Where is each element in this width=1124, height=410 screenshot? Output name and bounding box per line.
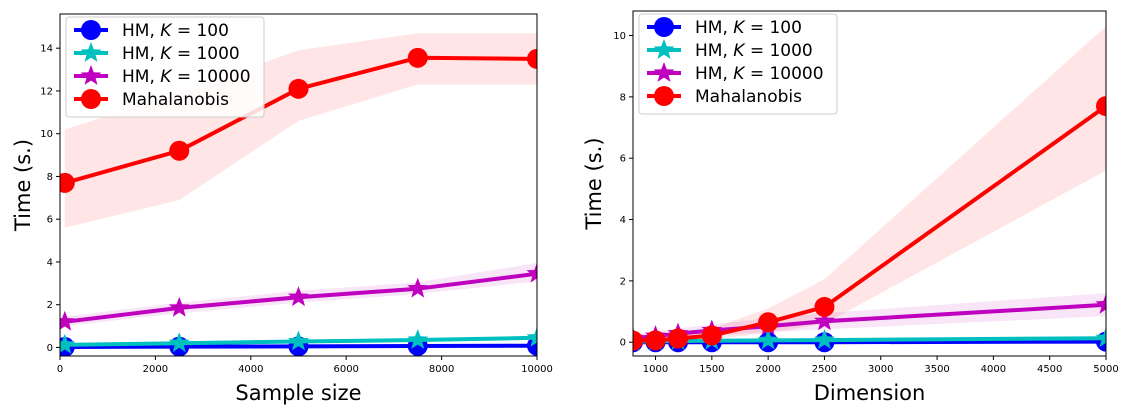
point-series-3-7: [1095, 293, 1106, 314]
point-series-3-6: [814, 310, 835, 331]
legend-label-4: Mahalanobis: [695, 87, 802, 107]
y-tick-label: 8: [620, 92, 626, 103]
axes-frame: [632, 10, 1107, 357]
y-tick-label: 6: [47, 215, 53, 226]
point-series-3-1: [60, 310, 76, 331]
legend-marker-1: [654, 17, 674, 37]
x-tick-label: 4500: [1037, 364, 1062, 375]
x-tick-label: 5000: [1093, 364, 1118, 375]
y-tick-label: 2: [47, 300, 53, 311]
legend-label-3: HM, K = 10000: [122, 67, 251, 87]
legend-marker-2: [80, 42, 102, 62]
y-tick-label: 8: [47, 172, 53, 183]
legend-label-1: HM, K = 100: [695, 18, 802, 38]
y-tick-label: 0: [620, 338, 626, 349]
plot-area: [633, 26, 1106, 353]
point-series-4-3: [288, 78, 309, 99]
point-series-4-4: [701, 325, 722, 346]
point-series-4-3: [668, 328, 689, 349]
point-series-4-5: [527, 48, 537, 69]
x-tick-label: 6000: [333, 364, 358, 375]
y-tick-label: 0: [47, 343, 53, 354]
x-tick-label: 0: [57, 364, 63, 375]
band-series-4: [64, 33, 537, 228]
point-series-3-4: [407, 277, 429, 298]
point-series-2-2: [168, 332, 190, 353]
x-tick-label: 2000: [143, 364, 168, 375]
point-series-3-3: [288, 286, 309, 307]
point-series-3-5: [526, 262, 537, 283]
point-series-4-6: [814, 296, 835, 317]
point-series-4-5: [758, 312, 779, 333]
y-tick-label: 12: [40, 86, 53, 97]
legend-marker-3: [80, 65, 102, 85]
y-axis-label: Time (s.): [582, 137, 606, 230]
x-tick-label: 4000: [981, 364, 1006, 375]
point-series-2-5: [526, 326, 537, 347]
legend-box: [638, 13, 838, 115]
legend-box: [65, 16, 265, 118]
y-tick-label: 2: [620, 276, 626, 287]
legend-label-2: HM, K = 1000: [695, 41, 813, 61]
y-tick-label: 10: [613, 31, 626, 42]
point-series-3-2: [168, 296, 190, 317]
point-series-4-2: [169, 140, 190, 161]
legend-marker-1: [81, 20, 101, 40]
chart-1: 0 2000 4000 6000 8000 10000 0 2 4 6 8 10 12 14 Sample …: [11, 13, 553, 405]
y-axis-label: Time (s.): [11, 139, 35, 232]
legend-marker-3: [653, 62, 675, 82]
point-series-2-4: [407, 329, 429, 349]
plot-area: [60, 33, 537, 356]
legend-marker-4: [654, 86, 674, 106]
point-series-2-1: [60, 333, 76, 354]
y-tick-label: 10: [40, 129, 53, 140]
x-tick-label: 1000: [643, 364, 668, 375]
y-tick-label: 4: [47, 257, 53, 268]
x-axis-label: Sample size: [235, 381, 361, 405]
legend-label-2: HM, K = 1000: [122, 44, 240, 64]
legend-label-1: HM, K = 100: [122, 21, 229, 41]
point-series-2-3: [288, 330, 309, 351]
x-tick-label: 2000: [755, 364, 780, 375]
legend: HM, K = 100 HM, K = 1000 HM, K = 10000 Maha…: [638, 13, 838, 115]
x-tick-label: 1500: [699, 364, 724, 375]
point-series-2-6: [814, 329, 835, 349]
point-series-4-1: [633, 330, 643, 351]
point-series-4-2: [645, 330, 666, 351]
y-tick-label: 6: [620, 154, 626, 165]
legend: HM, K = 100 HM, K = 1000 HM, K = 10000 Maha…: [65, 16, 265, 118]
x-tick-label: 2500: [812, 364, 837, 375]
x-tick-label: 8000: [429, 364, 454, 375]
chart-2: 1000 1500 2000 2500 3000 3500 4000 4500 5000 0 2 4 6…: [582, 10, 1119, 405]
point-series-4-1: [60, 172, 75, 193]
point-series-2-5: [757, 329, 779, 350]
band-series-4: [633, 26, 1106, 343]
y-tick-label: 14: [40, 44, 53, 55]
point-series-4-7: [1096, 96, 1106, 117]
x-tick-label: 3000: [868, 364, 893, 375]
legend-marker-4: [81, 89, 101, 109]
x-tick-label: 4000: [238, 364, 263, 375]
x-tick-label: 10000: [521, 364, 553, 375]
legend-label-3: HM, K = 10000: [695, 64, 824, 84]
x-tick-label: 3500: [924, 364, 949, 375]
axes-frame: [59, 13, 538, 357]
y-tick-label: 4: [620, 215, 626, 226]
point-series-2-7: [1095, 327, 1106, 348]
legend-label-4: Mahalanobis: [122, 90, 229, 110]
point-series-4-4: [407, 47, 428, 68]
x-axis-label: Dimension: [814, 381, 926, 405]
legend-marker-2: [653, 39, 675, 59]
